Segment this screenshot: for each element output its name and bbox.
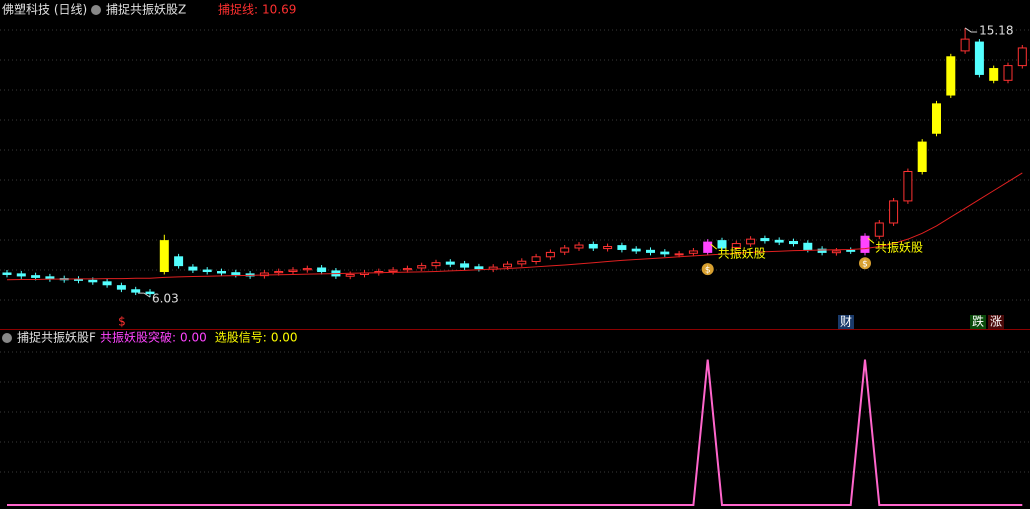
candle-body xyxy=(803,242,813,250)
indicator-name: 捕捉共振妖股F xyxy=(17,330,96,345)
low-label: 6.03 xyxy=(152,292,179,306)
candle-body xyxy=(445,261,455,265)
candle-body xyxy=(16,273,26,277)
candle-body xyxy=(974,41,984,75)
marker-box xyxy=(988,315,1004,329)
candle-body xyxy=(45,276,55,280)
candle-body xyxy=(860,235,870,253)
indicator-name: 捕捉共振妖股Z xyxy=(106,2,186,17)
candle-body xyxy=(174,256,184,267)
signal-line xyxy=(7,359,1023,506)
candle-body xyxy=(903,171,913,202)
candle-body xyxy=(560,247,570,253)
candle-body xyxy=(460,263,470,268)
candle-body xyxy=(259,272,269,277)
candle-body xyxy=(731,243,741,248)
candle-body xyxy=(302,268,312,271)
money-bag-sign: $ xyxy=(862,260,868,270)
candle-body xyxy=(603,246,613,250)
candle-body xyxy=(874,222,884,237)
candle-body xyxy=(932,103,941,134)
readout-name: 选股信号: xyxy=(215,331,267,345)
candle-body xyxy=(503,263,512,268)
candle-body xyxy=(317,267,327,273)
marker-box xyxy=(838,315,854,329)
candle-body xyxy=(545,251,555,258)
menu-icon[interactable] xyxy=(2,333,12,343)
candle-body xyxy=(646,249,655,253)
signal-arrow xyxy=(867,237,875,244)
event-marker: $ xyxy=(118,315,126,329)
candle-body xyxy=(989,68,999,81)
candle-body xyxy=(116,285,126,290)
candle-body xyxy=(531,256,541,263)
candle-body xyxy=(202,269,212,273)
candle-body xyxy=(631,248,641,252)
candle-body xyxy=(717,240,727,249)
candle-body xyxy=(431,262,441,267)
candle-body xyxy=(703,241,713,253)
candle-body xyxy=(617,245,627,250)
signal-label: 共振妖股 xyxy=(718,247,766,261)
candle-body xyxy=(789,241,798,245)
candle-body xyxy=(1003,65,1013,81)
stock-title: 佛塑科技 (日线) xyxy=(2,2,87,17)
candle-body xyxy=(402,268,412,271)
candle-body xyxy=(131,289,141,293)
event-marker: 涨 xyxy=(990,314,1002,329)
candle-body xyxy=(774,239,784,243)
pointer xyxy=(964,27,978,33)
candle-body xyxy=(660,251,670,255)
candle-body xyxy=(159,240,169,273)
event-marker: 财 xyxy=(840,315,852,329)
candle-body xyxy=(917,141,927,173)
candle-body xyxy=(674,253,684,256)
menu-icon[interactable] xyxy=(91,5,101,15)
readout-value: 10.69 xyxy=(262,3,296,17)
candle-body xyxy=(2,272,12,275)
candle-body xyxy=(817,248,827,253)
candle-body xyxy=(31,275,41,278)
event-marker: 跌 xyxy=(972,314,984,329)
candle-body xyxy=(889,200,899,224)
pointer xyxy=(138,292,151,298)
candle-body xyxy=(1017,47,1027,67)
candle-body xyxy=(846,249,856,252)
candle-body xyxy=(517,260,527,265)
candle-body xyxy=(960,38,970,52)
candle-body xyxy=(588,243,598,249)
candle-body xyxy=(274,271,284,274)
candle-body xyxy=(474,266,484,270)
candle-body xyxy=(102,281,112,286)
high-label: 15.18 xyxy=(979,23,1013,37)
ma-line xyxy=(6,172,1023,281)
marker-box xyxy=(970,315,986,329)
money-bag xyxy=(701,263,714,276)
readout-name: 共振妖股突破: xyxy=(100,330,176,345)
candle-body xyxy=(145,291,155,295)
candle-body xyxy=(760,238,770,242)
candle-body xyxy=(831,250,841,254)
candle-body xyxy=(231,272,241,275)
candle-body xyxy=(288,269,298,273)
readout-name: 捕捉线: xyxy=(218,2,258,17)
money-bag-sign: $ xyxy=(705,266,711,276)
candle-body xyxy=(217,271,226,274)
candle-body xyxy=(188,266,198,271)
candle-body xyxy=(88,279,98,283)
candle-body xyxy=(345,273,355,277)
candle-body xyxy=(746,238,756,245)
candle-body xyxy=(388,269,398,273)
readout-value: 0.00 xyxy=(271,331,298,345)
candle-body xyxy=(574,244,584,249)
readout-value: 0.00 xyxy=(180,331,207,345)
signal-label: 共振妖股 xyxy=(875,241,923,255)
money-bag xyxy=(859,257,871,270)
candle-body xyxy=(946,56,956,96)
candle-body xyxy=(688,250,698,254)
candle-body xyxy=(417,265,427,269)
signal-arrow xyxy=(710,243,718,250)
